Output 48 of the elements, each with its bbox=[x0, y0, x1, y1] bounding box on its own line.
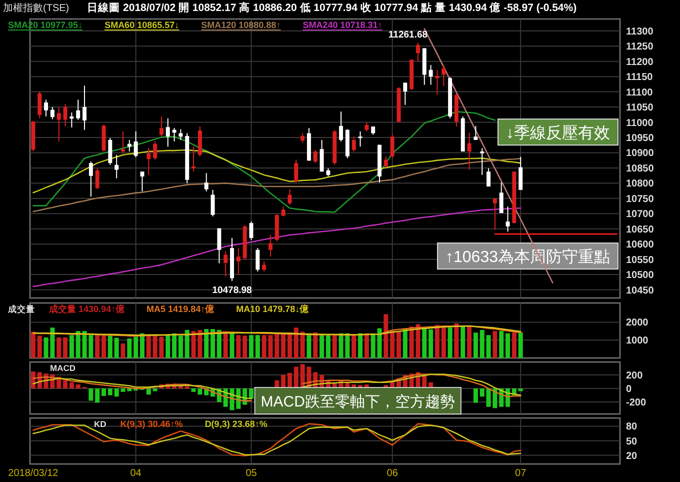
chart-title: MACD bbox=[50, 363, 76, 373]
y-tick-label: 11150 bbox=[626, 72, 654, 84]
chart-title: 加權指數(TSE) bbox=[3, 2, 70, 14]
y-tick-label: 200 bbox=[626, 370, 644, 382]
y-tick-label: 10850 bbox=[626, 163, 654, 174]
text: SMA120 10880.88↑ bbox=[201, 20, 281, 30]
chart-title: KD bbox=[94, 419, 106, 429]
y-tick-label: 50 bbox=[626, 436, 638, 448]
y-tick-label: 20 bbox=[626, 450, 638, 462]
y-tick-label: 10750 bbox=[626, 194, 654, 205]
y-tick-label: 80 bbox=[626, 422, 638, 433]
y-tick-label: 10650 bbox=[626, 224, 654, 236]
y-tick-label: 11200 bbox=[626, 56, 654, 68]
x-tick-label: 07 bbox=[515, 468, 527, 479]
text: MA10 1479.78↓億 bbox=[236, 304, 310, 314]
y-tick-label: 10600 bbox=[626, 240, 654, 251]
series-label: 成交量 1430.94↑億 bbox=[48, 304, 126, 314]
y-tick-label: 2000 bbox=[626, 318, 649, 329]
y-tick-label: 11300 bbox=[626, 26, 654, 38]
y-tick-label: 11050 bbox=[626, 102, 654, 114]
y-tick-label: 11100 bbox=[626, 87, 654, 98]
x-tick-label: 05 bbox=[246, 468, 258, 479]
y-tick-label: 10900 bbox=[626, 148, 654, 160]
text: SMA60 10865.57↓ bbox=[104, 20, 180, 30]
annotation: 11261.68 bbox=[388, 30, 428, 41]
y-tick-label: 0 bbox=[626, 384, 632, 395]
x-tick-label: 2018/03/12 bbox=[8, 468, 59, 479]
annotation: MACD跌至零軸下，空方趨勢 bbox=[260, 393, 455, 410]
y-tick-label: 1000 bbox=[626, 336, 649, 347]
y-tick-label: 10550 bbox=[626, 254, 654, 266]
x-tick-label: 04 bbox=[130, 468, 142, 479]
annotation: ↓季線反壓有效 bbox=[506, 124, 610, 142]
y-tick-label: 11250 bbox=[626, 42, 654, 53]
y-tick-label: 10800 bbox=[626, 178, 654, 190]
y-tick-label: -200 bbox=[626, 398, 646, 409]
y-tick-label: 10950 bbox=[626, 132, 654, 144]
y-tick-label: 10450 bbox=[626, 285, 654, 296]
series-label: D(9,3) 23.68↑% bbox=[204, 419, 268, 429]
x-tick-label: 06 bbox=[386, 468, 398, 479]
chart-subtitle: 日線圖 2018/07/02 開 10852.17 高 10886.20 低 10777.94 收 10777.94 點 量 1430.94 億 -58.97 (-0.54%) bbox=[87, 1, 577, 14]
y-tick-label: 10500 bbox=[626, 270, 654, 282]
text: SMA240 10718.31↑ bbox=[302, 20, 382, 30]
series-label: K(9,3) 30.46↑% bbox=[120, 419, 183, 429]
y-tick-label: 11000 bbox=[626, 118, 654, 129]
chart-title: 成交量 bbox=[7, 304, 35, 314]
annotation: 10478.98 bbox=[212, 284, 252, 296]
y-tick-label: 10700 bbox=[626, 209, 654, 220]
text: MA5 1419.84↑億 bbox=[146, 304, 216, 314]
